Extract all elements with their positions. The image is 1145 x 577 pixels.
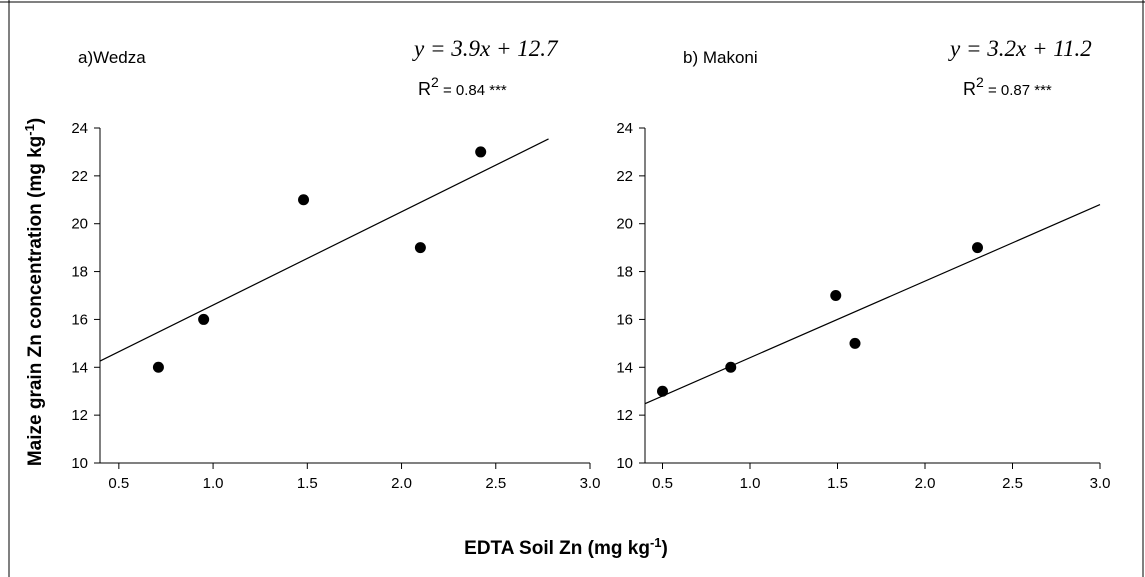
y-tick-label: 16 [71,311,88,328]
x-tick-label: 1.5 [297,475,318,492]
x-tick-label: 0.5 [652,475,673,492]
y-tick-label: 14 [616,359,633,376]
data-point [152,361,164,373]
data-point [657,385,668,397]
x-tick-label: 1.0 [203,475,224,492]
regression-line [644,204,1101,405]
data-point [830,290,842,301]
x-tick-label: 2.0 [391,475,412,492]
regression-equation: y = 3.2x + 11.2 [948,36,1092,61]
y-tick-label: 14 [71,359,88,376]
x-tick-label: 0.5 [108,475,129,492]
y-tick-label: 16 [616,311,633,328]
data-point [198,313,210,325]
panel-makoni: b) Makoni y = 3.2x + 11.2 R2 = 0.87 *** … [616,36,1110,492]
data-point [298,194,310,206]
y-tick-label: 12 [71,407,88,424]
y-tick-label: 20 [71,216,88,233]
y-tick-label: 18 [616,264,633,281]
y-tick-label: 24 [616,120,633,137]
x-tick-label: 1.5 [827,475,848,492]
data-point [475,146,487,158]
data-point [725,361,737,373]
x-axis-title: EDTA Soil Zn (mg kg-1) [464,535,668,560]
x-tick-label: 3.0 [1090,475,1111,492]
regression-equation: y = 3.9x + 12.7 [412,36,559,61]
data-point [849,337,861,349]
data-point [414,242,426,254]
y-tick-label: 22 [616,168,633,185]
panel-wedza: a)Wedza y = 3.9x + 12.7 R2 = 0.84 *** 10… [71,36,600,492]
x-tick-label: 3.0 [580,475,601,492]
x-tick-label: 2.5 [485,475,506,492]
r-squared-label: R2 = 0.87 *** [963,74,1052,99]
y-tick-label: 22 [71,168,88,185]
x-tick-label: 1.0 [740,475,761,492]
panel-label: b) Makoni [683,48,758,67]
data-point [972,242,983,254]
y-tick-label: 24 [71,120,88,137]
y-axis-title: Maize grain Zn concentration (mg kg-1) [22,118,47,466]
y-tick-label: 12 [616,407,633,424]
y-tick-label: 10 [616,455,633,472]
panel-label: a)Wedza [78,48,146,67]
x-tick-label: 2.5 [1002,475,1023,492]
y-tick-label: 20 [616,216,633,233]
regression-line [99,138,549,362]
y-tick-label: 10 [71,455,88,472]
r-squared-label: R2 = 0.84 *** [418,74,507,99]
y-tick-label: 18 [71,264,88,281]
x-tick-label: 2.0 [915,475,936,492]
